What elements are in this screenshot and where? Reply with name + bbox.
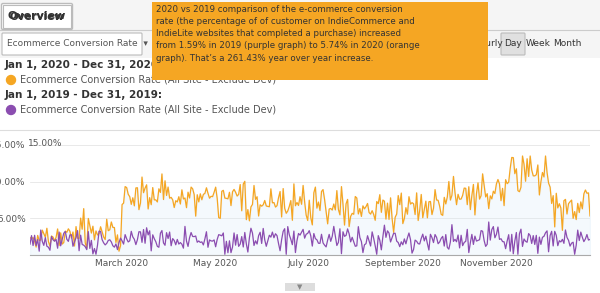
Text: Ecommerce Conversion Rate (All Site - Exclude Dev): Ecommerce Conversion Rate (All Site - Ex…	[20, 75, 276, 85]
Text: Overview: Overview	[10, 12, 64, 22]
Text: Hourly: Hourly	[473, 40, 503, 49]
Text: Jan 1, 2019 - Dec 31, 2019:: Jan 1, 2019 - Dec 31, 2019:	[5, 90, 163, 100]
Text: Overview: Overview	[8, 11, 66, 21]
FancyBboxPatch shape	[2, 33, 142, 55]
Circle shape	[7, 105, 16, 115]
Text: Ecommerce Conversion Rate  ▾: Ecommerce Conversion Rate ▾	[7, 40, 148, 49]
Text: Day: Day	[504, 40, 522, 49]
Text: 15.00%: 15.00%	[28, 139, 62, 148]
Bar	[0, 0, 600, 30]
Text: Week: Week	[526, 40, 550, 49]
FancyBboxPatch shape	[501, 33, 525, 55]
Circle shape	[7, 76, 16, 84]
Bar	[152, 2, 488, 80]
Bar	[285, 283, 315, 291]
Bar	[3, 5, 71, 28]
Bar	[0, 58, 600, 130]
Text: ▼: ▼	[298, 284, 302, 290]
Text: 2020 vs 2019 comparison of the e-commerce conversion
rate (the percentage of of : 2020 vs 2019 comparison of the e-commerc…	[156, 5, 420, 63]
FancyBboxPatch shape	[1, 4, 73, 30]
Bar	[0, 30, 600, 58]
Text: Jan 1, 2020 - Dec 31, 2020:: Jan 1, 2020 - Dec 31, 2020:	[5, 60, 163, 70]
Text: Month: Month	[553, 40, 581, 49]
Text: Ecommerce Conversion Rate (All Site - Exclude Dev): Ecommerce Conversion Rate (All Site - Ex…	[20, 105, 276, 115]
